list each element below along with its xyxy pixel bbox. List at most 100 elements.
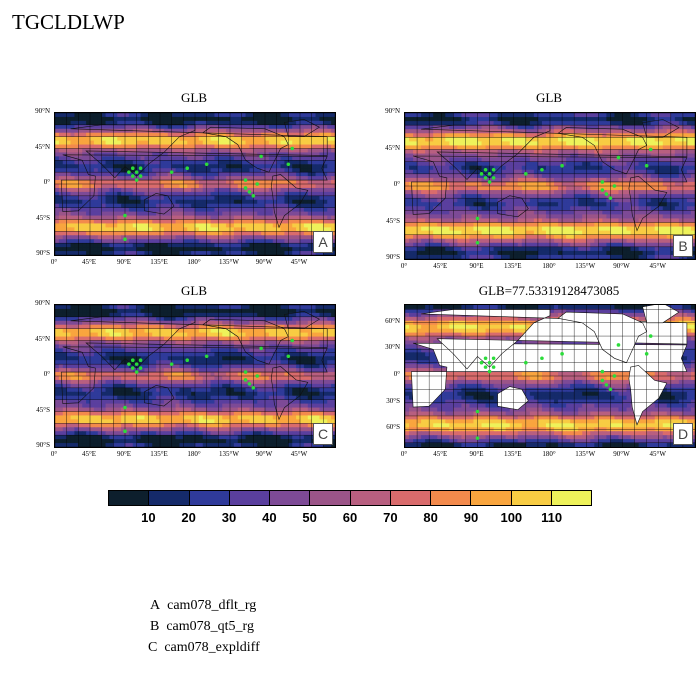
heatmap-cell [160,172,165,177]
heatmap-cell [296,164,301,169]
heatmap-cell [191,239,196,244]
heatmap-cell [505,165,511,171]
heatmap-cell [417,169,422,175]
heatmap-cell [521,177,527,183]
heatmap-cell [598,234,603,240]
heatmap-cell [136,172,142,177]
heatmap-cell [187,124,192,130]
heatmap-cell [682,173,688,179]
heatmap-cell [230,124,235,130]
heatmap-cell [642,177,648,183]
heatmap-cell [257,195,262,201]
heatmap-cell [171,148,177,154]
heatmap-cell [405,242,410,248]
heatmap-cell [461,149,467,155]
heatmap-cell [222,124,227,130]
heatmap-cell [449,129,454,134]
heatmap-cell [82,132,87,138]
heatmap-cell [614,230,620,236]
stipple-dot [123,213,127,218]
heatmap-cell [253,223,258,228]
heatmap-cell [113,195,118,201]
heatmap-cell [206,168,212,173]
heatmap-cell [253,180,258,185]
heatmap-cell [658,121,664,126]
heatmap-cell [650,214,656,220]
heatmap-cell [245,140,251,146]
heatmap-cell [626,165,632,171]
heatmap-cell [578,129,583,134]
heatmap-cell [465,145,471,151]
heatmap-cell [315,113,321,118]
heatmap-cell [237,247,243,252]
heatmap-cell [121,132,126,138]
heatmap-cell [590,125,595,130]
heatmap-cell [253,235,258,240]
heatmap-cell [550,169,555,175]
heatmap-cell [566,194,571,199]
heatmap-cell [630,177,636,183]
heatmap-cell [614,198,620,203]
heatmap-cell [602,210,607,215]
heatmap-cell [222,160,227,165]
heatmap-cell [682,133,688,138]
heatmap-cell [654,153,660,159]
heatmap-cell [198,187,204,193]
heatmap-cell [195,172,200,177]
heatmap-cell [74,235,79,240]
heatmap-cell [206,211,212,217]
heatmap-cell [686,137,692,142]
heatmap-cell [74,203,79,209]
heatmap-cell [473,153,479,159]
heatmap-cell [202,176,208,181]
heatmap-cell [109,227,114,232]
heatmap-cell [175,191,181,197]
heatmap-cell [187,132,192,138]
heatmap-cell [489,157,495,163]
heatmap-cell [453,121,458,126]
heatmap-cell [55,247,60,252]
heatmap-cell [214,144,219,150]
heatmap-cell [249,239,254,244]
heatmap-cell [521,210,527,215]
heatmap-cell [292,116,297,122]
heatmap-cell [241,219,247,225]
heatmap-cell [55,239,60,244]
heatmap-cell [331,184,335,189]
heatmap-cell [409,141,414,147]
heatmap-cell [449,157,454,163]
heatmap-cell [449,145,454,151]
heatmap-cell [70,243,76,248]
heatmap-cell [183,219,188,225]
heatmap-cell [210,199,216,205]
heatmap-cell [429,129,434,134]
heatmap-cell [167,211,173,217]
heatmap-cell [202,187,208,193]
heatmap-cell [206,239,212,244]
heatmap-cell [58,184,64,189]
heatmap-cell [622,149,628,155]
heatmap-cell [678,186,684,191]
heatmap-cell [481,242,487,248]
heatmap-cell [105,140,111,146]
heatmap-cell [469,214,475,220]
heatmap-cell [86,235,91,240]
heatmap-cell [666,234,672,240]
heatmap-cell [562,161,567,167]
heatmap-cell [489,194,495,199]
heatmap-cell [421,194,426,199]
heatmap-cell [405,194,410,199]
heatmap-cell [233,199,239,205]
heatmap-cell [521,194,527,199]
heatmap-cell [497,194,503,199]
heatmap-cell [465,161,471,167]
heatmap-cell [473,117,479,122]
heatmap-cell [300,168,305,173]
heatmap-cell [662,230,668,236]
heatmap-cell [445,202,450,207]
heatmap-cell [533,113,539,118]
heatmap-cell [66,199,72,205]
heatmap-cell [167,124,173,130]
heatmap-cell [477,238,483,244]
heatmap-cell [276,128,282,134]
